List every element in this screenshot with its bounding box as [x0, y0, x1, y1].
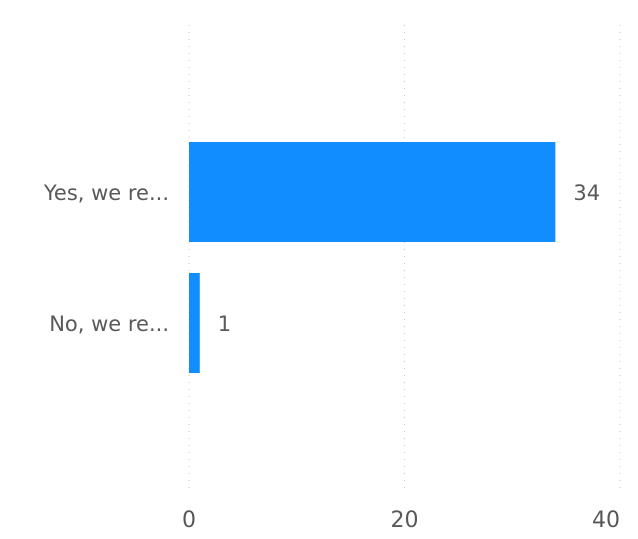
bar[interactable] — [189, 273, 200, 373]
x-tick-label: 20 — [391, 508, 419, 533]
category-labels: Yes, we re... No, we re... — [43, 181, 169, 336]
data-label: 34 — [573, 181, 600, 205]
bars — [189, 142, 556, 373]
data-label: 1 — [218, 312, 231, 336]
x-tick-label: 40 — [592, 508, 620, 533]
gridlines — [188, 25, 621, 492]
category-label: Yes, we re... — [43, 181, 169, 205]
category-label: No, we re... — [49, 312, 169, 336]
x-tick-label: 0 — [182, 508, 196, 533]
x-axis-ticks: 0 20 40 — [182, 508, 620, 533]
data-labels: 34 1 — [218, 181, 600, 336]
bar[interactable] — [189, 142, 556, 242]
